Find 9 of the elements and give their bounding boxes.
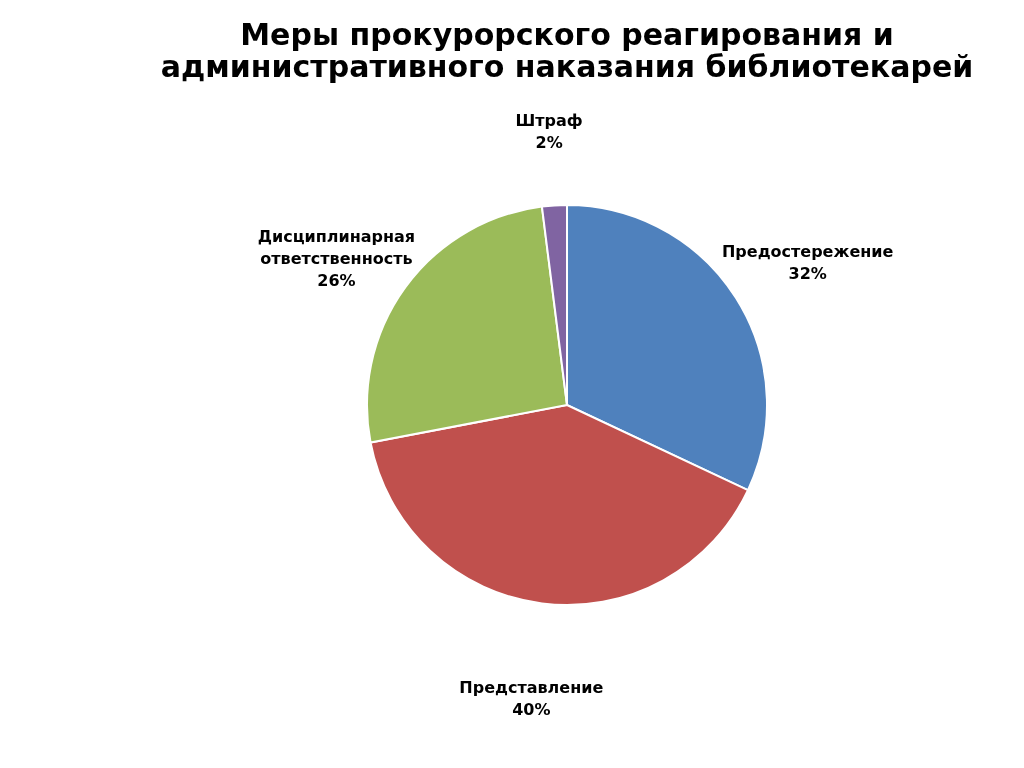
data-label: 32% <box>788 264 827 284</box>
data-label: 26% <box>317 271 356 291</box>
slice-label: Дисциплинарная ответственность <box>257 227 416 269</box>
data-label: 40% <box>512 699 551 719</box>
chart-title: Меры прокурорского реагирования и административного наказания библиотекарей <box>160 16 974 84</box>
slice-label: Штраф <box>515 110 583 130</box>
data-label: 2% <box>535 132 563 152</box>
slice-label: Представление <box>459 677 604 697</box>
slice-label: Предостережение <box>721 242 894 262</box>
